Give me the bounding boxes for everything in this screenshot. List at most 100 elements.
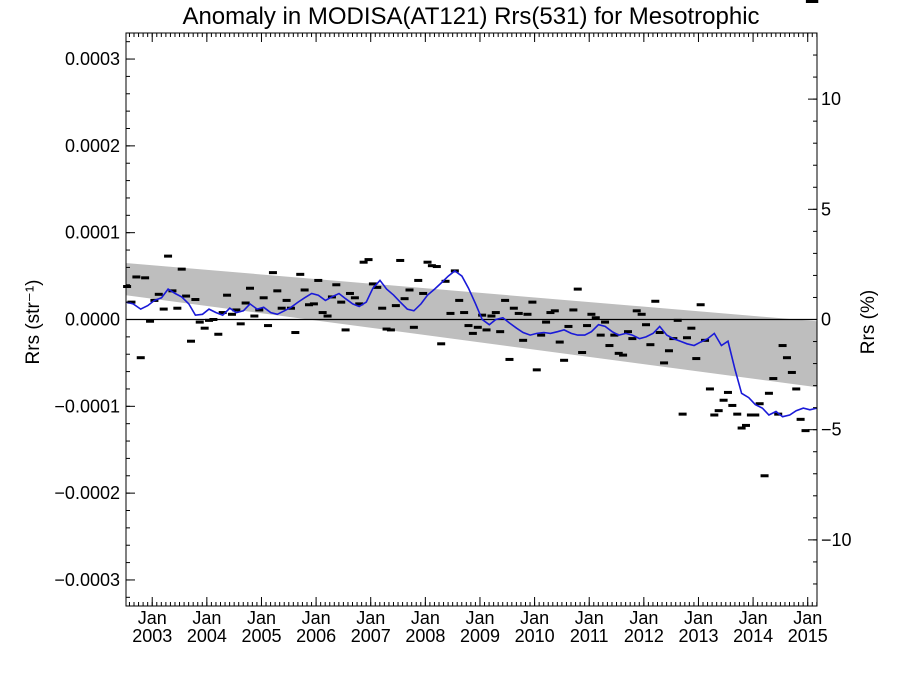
data-point <box>123 285 132 289</box>
data-point <box>532 368 541 372</box>
x-tick-label-year: 2004 <box>187 626 227 646</box>
data-point <box>264 324 273 328</box>
data-point <box>182 294 191 298</box>
data-point <box>737 426 746 430</box>
data-point <box>519 338 528 342</box>
data-point <box>564 324 573 328</box>
y-tick-label: 0.0003 <box>65 49 120 69</box>
data-point <box>136 356 145 360</box>
data-point <box>591 316 600 320</box>
data-point <box>673 318 682 322</box>
data-point <box>714 409 723 413</box>
x-tick-label-month: Jan <box>192 608 221 628</box>
data-points-layer <box>123 0 819 478</box>
x-tick-label-month: Jan <box>520 608 549 628</box>
data-point <box>628 337 637 341</box>
x-tick-label-year: 2009 <box>460 626 500 646</box>
data-point <box>446 311 455 315</box>
data-point <box>405 288 414 292</box>
data-point <box>232 308 241 312</box>
x-tick-label-month: Jan <box>575 608 604 628</box>
data-point <box>378 306 387 310</box>
data-point <box>723 390 732 394</box>
data-point <box>573 287 582 291</box>
data-point <box>728 403 737 407</box>
running-mean-line <box>125 269 818 418</box>
data-point <box>619 353 628 357</box>
x-tick-label-month: Jan <box>247 608 276 628</box>
data-point <box>177 267 186 271</box>
data-point <box>396 258 405 262</box>
x-tick-label-month: Jan <box>739 608 768 628</box>
data-point <box>710 413 719 417</box>
data-point <box>373 285 382 289</box>
x-tick-label-year: 2011 <box>570 626 609 646</box>
data-point <box>364 258 373 262</box>
data-point <box>678 412 687 416</box>
data-point <box>505 357 514 361</box>
data-point <box>501 298 510 302</box>
data-point <box>764 391 773 395</box>
data-point <box>610 333 619 337</box>
data-point <box>596 333 605 337</box>
data-point <box>682 336 691 340</box>
data-point <box>141 276 150 280</box>
data-point <box>496 330 505 334</box>
x-axis: Jan2003Jan2004Jan2005Jan2006Jan2007Jan20… <box>128 33 828 646</box>
data-point <box>646 343 655 347</box>
data-point <box>751 413 760 417</box>
data-point <box>359 260 368 264</box>
x-tick-label-year: 2015 <box>788 626 828 646</box>
data-point <box>437 342 446 346</box>
data-point <box>159 307 168 311</box>
data-point <box>696 303 705 307</box>
x-tick-label-month: Jan <box>793 608 822 628</box>
data-point <box>277 306 286 310</box>
data-point <box>578 350 587 354</box>
data-point <box>200 326 209 330</box>
data-point <box>692 357 701 361</box>
data-point <box>314 278 323 282</box>
data-point <box>769 377 778 381</box>
data-point <box>164 254 173 258</box>
data-point <box>309 302 318 306</box>
data-point <box>655 331 664 335</box>
data-point <box>523 312 532 316</box>
x-tick-label-year: 2012 <box>624 626 664 646</box>
data-point <box>350 296 359 300</box>
data-point <box>227 312 236 316</box>
y-axis-left: 0.0003 0.0002 0.0001 0.0000 −0.0001 −0.0002 −0… <box>54 41 135 598</box>
data-point <box>741 423 750 427</box>
data-point <box>796 417 805 421</box>
data-point <box>191 298 200 302</box>
x-tick-label-year: 2014 <box>733 626 773 646</box>
data-point <box>268 271 277 275</box>
data-point <box>127 300 136 304</box>
data-point <box>810 0 819 3</box>
data-point <box>760 474 769 478</box>
data-point <box>259 296 268 300</box>
data-point <box>473 325 482 329</box>
data-point <box>464 324 473 328</box>
data-point <box>132 275 141 279</box>
data-point <box>801 429 810 433</box>
data-point <box>583 324 592 328</box>
data-point <box>300 288 309 292</box>
data-point <box>423 260 432 264</box>
data-point <box>651 299 660 303</box>
data-point <box>637 312 646 316</box>
data-point <box>205 318 214 322</box>
data-point <box>414 278 423 282</box>
x-tick-label-month: Jan <box>411 608 440 628</box>
data-point <box>337 300 346 304</box>
x-tick-label-month: Jan <box>465 608 494 628</box>
data-point <box>154 292 163 296</box>
data-point <box>409 325 418 329</box>
data-point <box>187 339 196 343</box>
data-point <box>241 301 250 305</box>
y-right-tick-label: −10 <box>821 530 852 550</box>
data-point <box>542 320 551 324</box>
data-point <box>537 333 546 337</box>
data-point <box>304 303 313 307</box>
data-point <box>587 312 596 316</box>
